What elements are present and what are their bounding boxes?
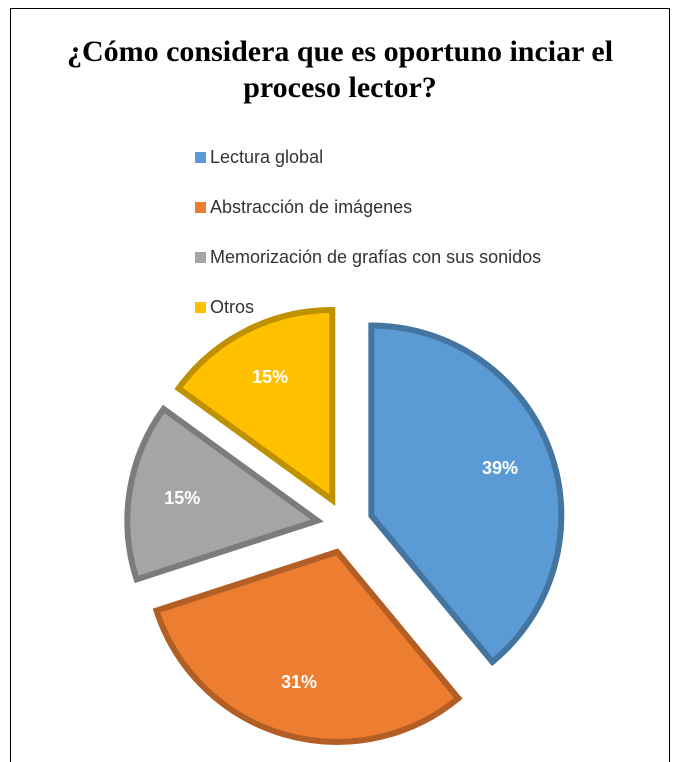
pie-slice [174,307,336,506]
data-label: 39% [482,458,518,478]
pie-slice [152,548,463,745]
data-label: 15% [164,488,200,508]
legend-label: Memorización de grafías con sus sonidos [210,247,541,267]
legend-label: Lectura global [210,147,323,167]
chart-title: ¿Cómo considera que es oportuno inciar e… [66,35,614,104]
legend-swatch [195,152,206,163]
legend-swatch [195,252,206,263]
data-label: 31% [281,672,317,692]
legend-swatch [195,302,206,313]
data-label: 15% [252,367,288,387]
legend-swatch [195,202,206,213]
pie-slice [124,404,324,584]
pie-slice [368,322,565,667]
legend-label: Abstracción de imágenes [210,197,412,217]
legend-label: Otros [210,297,254,317]
chart-frame [10,8,670,762]
